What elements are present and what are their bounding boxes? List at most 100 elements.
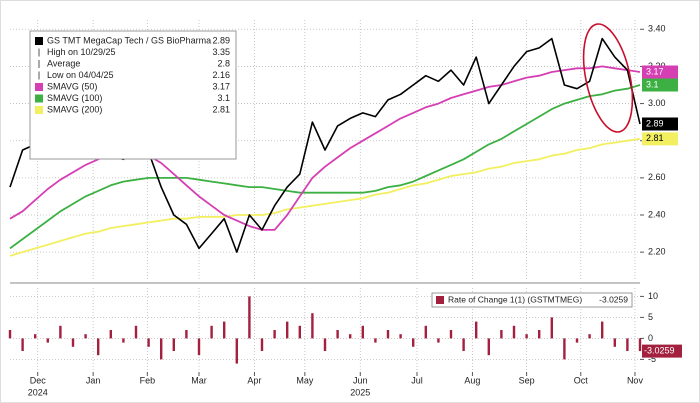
legend-value: 2.8 [217, 58, 230, 68]
bar [210, 325, 213, 339]
x-tick-sublabel: 2025 [350, 387, 370, 397]
y-tick-label: 3.40 [648, 24, 666, 34]
bar [134, 325, 138, 339]
bar [412, 338, 415, 347]
bar [512, 325, 516, 339]
bar [311, 313, 314, 339]
bar [487, 338, 490, 356]
bar [97, 338, 100, 356]
x-tick-label: Apr [247, 375, 261, 385]
bar [46, 338, 49, 343]
legend-value: 2.81 [212, 104, 230, 114]
bar [122, 338, 125, 343]
x-tick-label: Sep [519, 375, 535, 385]
legend-swatch [35, 106, 43, 114]
bar [550, 317, 553, 339]
bar [575, 338, 579, 343]
legend-value: 2.89 [212, 35, 230, 45]
y-tick-label: -5 [648, 354, 656, 364]
value-box [642, 117, 678, 131]
bar [21, 338, 24, 351]
x-tick-label: Aug [464, 375, 480, 385]
value-label: 2.81 [646, 133, 664, 143]
x-tick-label: Nov [627, 375, 644, 385]
bar [286, 321, 289, 339]
legend-swatch [35, 83, 43, 91]
bar [437, 338, 440, 343]
bar [424, 325, 427, 339]
series-line [9, 138, 641, 257]
series-line [9, 84, 641, 250]
y-tick-label: 2.60 [648, 172, 666, 182]
bar [223, 321, 226, 339]
bar [475, 321, 478, 339]
bar [34, 334, 37, 339]
value-label: 2.89 [646, 118, 664, 128]
legend-value: -3.0259 [599, 294, 628, 304]
y-tick-label: 5 [648, 312, 653, 322]
bar [361, 325, 364, 339]
bar [563, 338, 566, 360]
bar [248, 296, 251, 339]
y-tick-label: 10 [648, 291, 658, 301]
legend-value: 3.1 [217, 93, 230, 103]
value-label: 3.1 [646, 79, 659, 89]
bar [235, 338, 238, 364]
bar [147, 338, 150, 347]
bar [160, 338, 163, 360]
legend-label: Average [47, 58, 80, 68]
legend-value: 2.16 [212, 70, 230, 80]
bar [538, 330, 541, 339]
bar [59, 325, 62, 339]
y-tick-label: 2.20 [648, 247, 666, 257]
legend-label: High on 10/29/25 [47, 47, 116, 57]
bar [374, 338, 377, 343]
bar [109, 330, 112, 339]
bar [449, 330, 453, 339]
bar [588, 334, 591, 339]
legend-label: GS TMT MegaCap Tech / GS BioPharma [47, 35, 211, 45]
legend-label: SMAVG (200) [47, 104, 102, 114]
x-tick-label: Mar [191, 375, 207, 385]
legend-box [29, 30, 237, 160]
bar [273, 330, 276, 339]
x-tick-label: Jun [353, 375, 368, 385]
y-tick-label: 0 [648, 333, 653, 343]
bar [386, 330, 390, 339]
bar [172, 338, 175, 351]
bar [525, 334, 528, 339]
y-tick-label: 3.00 [648, 98, 666, 108]
bar [500, 330, 503, 339]
legend-swatch [436, 296, 444, 304]
legend-label: Rate of Change 1(1) (GSTMTMEG) [448, 294, 582, 304]
legend-box [431, 292, 633, 308]
value-box [642, 65, 678, 79]
legend-value: 3.17 [212, 81, 230, 91]
bar [260, 338, 264, 351]
value-box [642, 132, 678, 146]
bar [349, 334, 352, 339]
x-tick-label: Feb [140, 375, 156, 385]
bar [638, 338, 642, 352]
x-tick-label: Jan [86, 375, 101, 385]
bar [601, 321, 604, 339]
bar [84, 334, 87, 339]
bar [323, 338, 327, 351]
bar [185, 330, 188, 339]
legend-swatch [35, 37, 43, 45]
legend-label: SMAVG (50) [47, 81, 97, 91]
highlight-ellipse [582, 23, 634, 133]
value-box [642, 344, 682, 358]
x-tick-label: Oct [574, 375, 589, 385]
bar [613, 338, 616, 347]
x-tick-label: Jul [411, 375, 423, 385]
bar [197, 338, 201, 356]
bar [462, 338, 465, 351]
bar [298, 325, 301, 339]
y-tick-label: 2.40 [648, 209, 666, 219]
bar [71, 338, 75, 347]
x-tick-sublabel: 2024 [28, 387, 48, 397]
value-label: 3.17 [646, 66, 664, 76]
x-tick-label: Dec [30, 375, 47, 385]
